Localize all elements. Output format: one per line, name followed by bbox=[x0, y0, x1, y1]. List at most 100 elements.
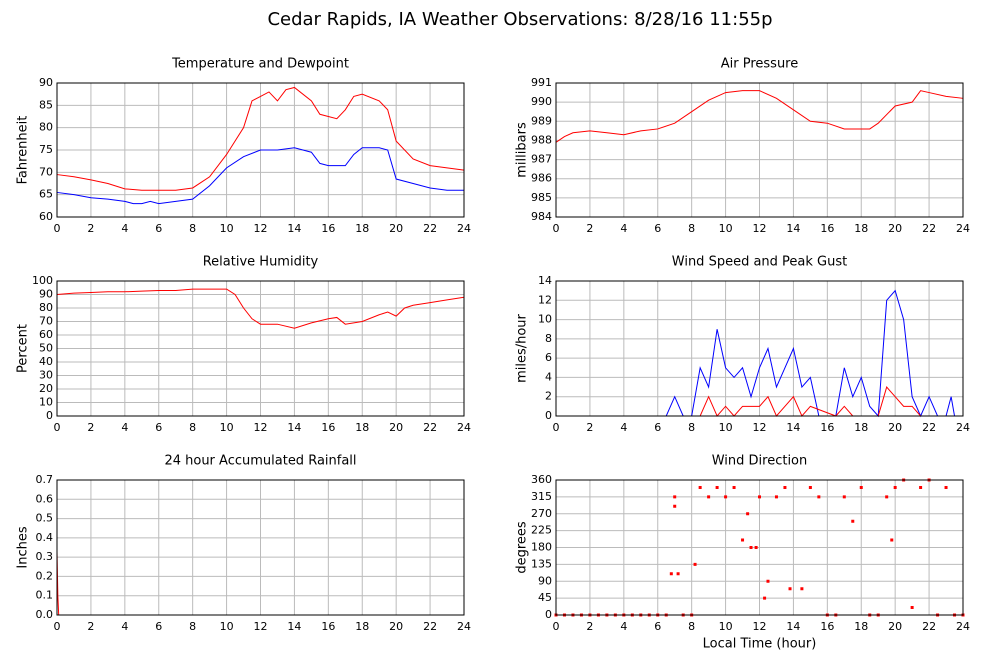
x-tick-label: 10 bbox=[220, 421, 234, 434]
data-point bbox=[893, 486, 897, 489]
y-tick-label: 0.0 bbox=[36, 608, 54, 621]
data-point bbox=[746, 512, 750, 516]
x-tick-label: 18 bbox=[355, 222, 369, 235]
data-point bbox=[851, 519, 855, 523]
y-axis-label: millibars bbox=[515, 122, 530, 178]
data-point bbox=[788, 587, 792, 591]
x-tick-label: 14 bbox=[786, 620, 800, 633]
x-tick-label: 6 bbox=[155, 421, 162, 434]
y-tick-label: 0 bbox=[545, 409, 552, 422]
x-tick-label: 20 bbox=[888, 620, 902, 633]
x-tick-label: 2 bbox=[586, 222, 593, 235]
y-tick-label: 10 bbox=[538, 313, 552, 326]
x-tick-label: 0 bbox=[553, 222, 560, 235]
x-tick-label: 4 bbox=[121, 620, 128, 633]
x-tick-label: 14 bbox=[786, 421, 800, 434]
data-point bbox=[754, 546, 758, 549]
x-tick-label: 0 bbox=[553, 421, 560, 434]
y-tick-label: 2 bbox=[545, 390, 552, 403]
x-tick-label: 0 bbox=[54, 222, 61, 235]
x-tick-label: 12 bbox=[753, 620, 767, 633]
y-tick-label: 988 bbox=[531, 133, 552, 146]
y-tick-label: 70 bbox=[39, 165, 53, 178]
x-tick-label: 24 bbox=[457, 421, 471, 434]
x-tick-label: 18 bbox=[854, 222, 868, 235]
y-tick-label: 984 bbox=[531, 210, 552, 223]
x-tick-label: 6 bbox=[155, 222, 162, 235]
data-point bbox=[808, 486, 812, 489]
data-line bbox=[56, 288, 465, 329]
data-line bbox=[56, 147, 464, 205]
data-point bbox=[774, 495, 778, 499]
x-tick-label: 24 bbox=[956, 421, 970, 434]
y-tick-label: 0.7 bbox=[36, 473, 54, 486]
x-tick-label: 12 bbox=[753, 421, 767, 434]
chart-title: Relative Humidity bbox=[203, 255, 319, 270]
data-point bbox=[749, 546, 753, 549]
x-tick-label: 10 bbox=[220, 620, 234, 633]
x-tick-label: 4 bbox=[620, 620, 627, 633]
data-point bbox=[669, 572, 673, 576]
y-tick-label: 8 bbox=[545, 332, 552, 345]
data-point bbox=[698, 486, 702, 489]
data-point bbox=[673, 495, 677, 499]
x-tick-label: 12 bbox=[753, 222, 767, 235]
y-tick-label: 0.6 bbox=[36, 492, 54, 505]
x-tick-label: 0 bbox=[54, 620, 61, 633]
x-tick-label: 8 bbox=[688, 620, 695, 633]
plot-frame bbox=[555, 82, 964, 218]
x-tick-label: 0 bbox=[553, 620, 560, 633]
chart-title: Wind Speed and Peak Gust bbox=[672, 255, 847, 270]
x-tick-label: 24 bbox=[457, 620, 471, 633]
data-point bbox=[724, 495, 728, 499]
y-tick-label: 10 bbox=[39, 396, 53, 409]
x-tick-label: 24 bbox=[457, 222, 471, 235]
y-tick-label: 990 bbox=[531, 95, 552, 108]
x-tick-label: 22 bbox=[423, 222, 437, 235]
y-tick-label: 4 bbox=[545, 370, 552, 383]
plot-frame bbox=[56, 82, 465, 218]
y-tick-label: 60 bbox=[39, 210, 53, 223]
x-tick-label: 8 bbox=[189, 222, 196, 235]
x-tick-label: 16 bbox=[321, 620, 335, 633]
x-tick-label: 0 bbox=[54, 421, 61, 434]
data-point bbox=[693, 562, 697, 566]
y-tick-label: 991 bbox=[531, 76, 552, 89]
data-point bbox=[707, 495, 711, 499]
plot-frame bbox=[555, 280, 964, 417]
x-tick-label: 20 bbox=[888, 222, 902, 235]
y-tick-label: 45 bbox=[538, 591, 552, 604]
x-tick-label: 12 bbox=[254, 620, 268, 633]
y-tick-label: 986 bbox=[531, 172, 552, 185]
x-tick-label: 24 bbox=[956, 222, 970, 235]
x-tick-label: 6 bbox=[654, 620, 661, 633]
data-point bbox=[885, 495, 889, 499]
x-tick-label: 22 bbox=[922, 620, 936, 633]
x-tick-label: 2 bbox=[586, 620, 593, 633]
x-tick-label: 18 bbox=[854, 620, 868, 633]
data-point bbox=[783, 486, 787, 489]
x-tick-label: 22 bbox=[922, 421, 936, 434]
x-tick-label: 8 bbox=[189, 620, 196, 633]
y-tick-label: 360 bbox=[531, 473, 552, 486]
x-tick-label: 20 bbox=[888, 421, 902, 434]
x-tick-label: 2 bbox=[87, 421, 94, 434]
data-line bbox=[56, 86, 465, 191]
y-tick-label: 985 bbox=[531, 191, 552, 204]
y-axis-label: Inches bbox=[16, 526, 31, 568]
plot-frame bbox=[56, 280, 465, 417]
data-point bbox=[766, 579, 770, 583]
data-line bbox=[555, 90, 964, 143]
x-tick-label: 4 bbox=[620, 222, 627, 235]
data-point bbox=[842, 495, 846, 499]
data-point bbox=[758, 495, 761, 499]
plot-frame bbox=[555, 479, 964, 616]
y-tick-label: 6 bbox=[545, 351, 552, 364]
x-tick-label: 22 bbox=[922, 222, 936, 235]
page-title: Cedar Rapids, IA Weather Observations: 8… bbox=[267, 9, 772, 30]
y-tick-label: 135 bbox=[531, 557, 552, 570]
x-tick-label: 2 bbox=[586, 421, 593, 434]
y-tick-label: 0.5 bbox=[36, 512, 54, 525]
chart-title: Temperature and Dewpoint bbox=[171, 57, 349, 72]
